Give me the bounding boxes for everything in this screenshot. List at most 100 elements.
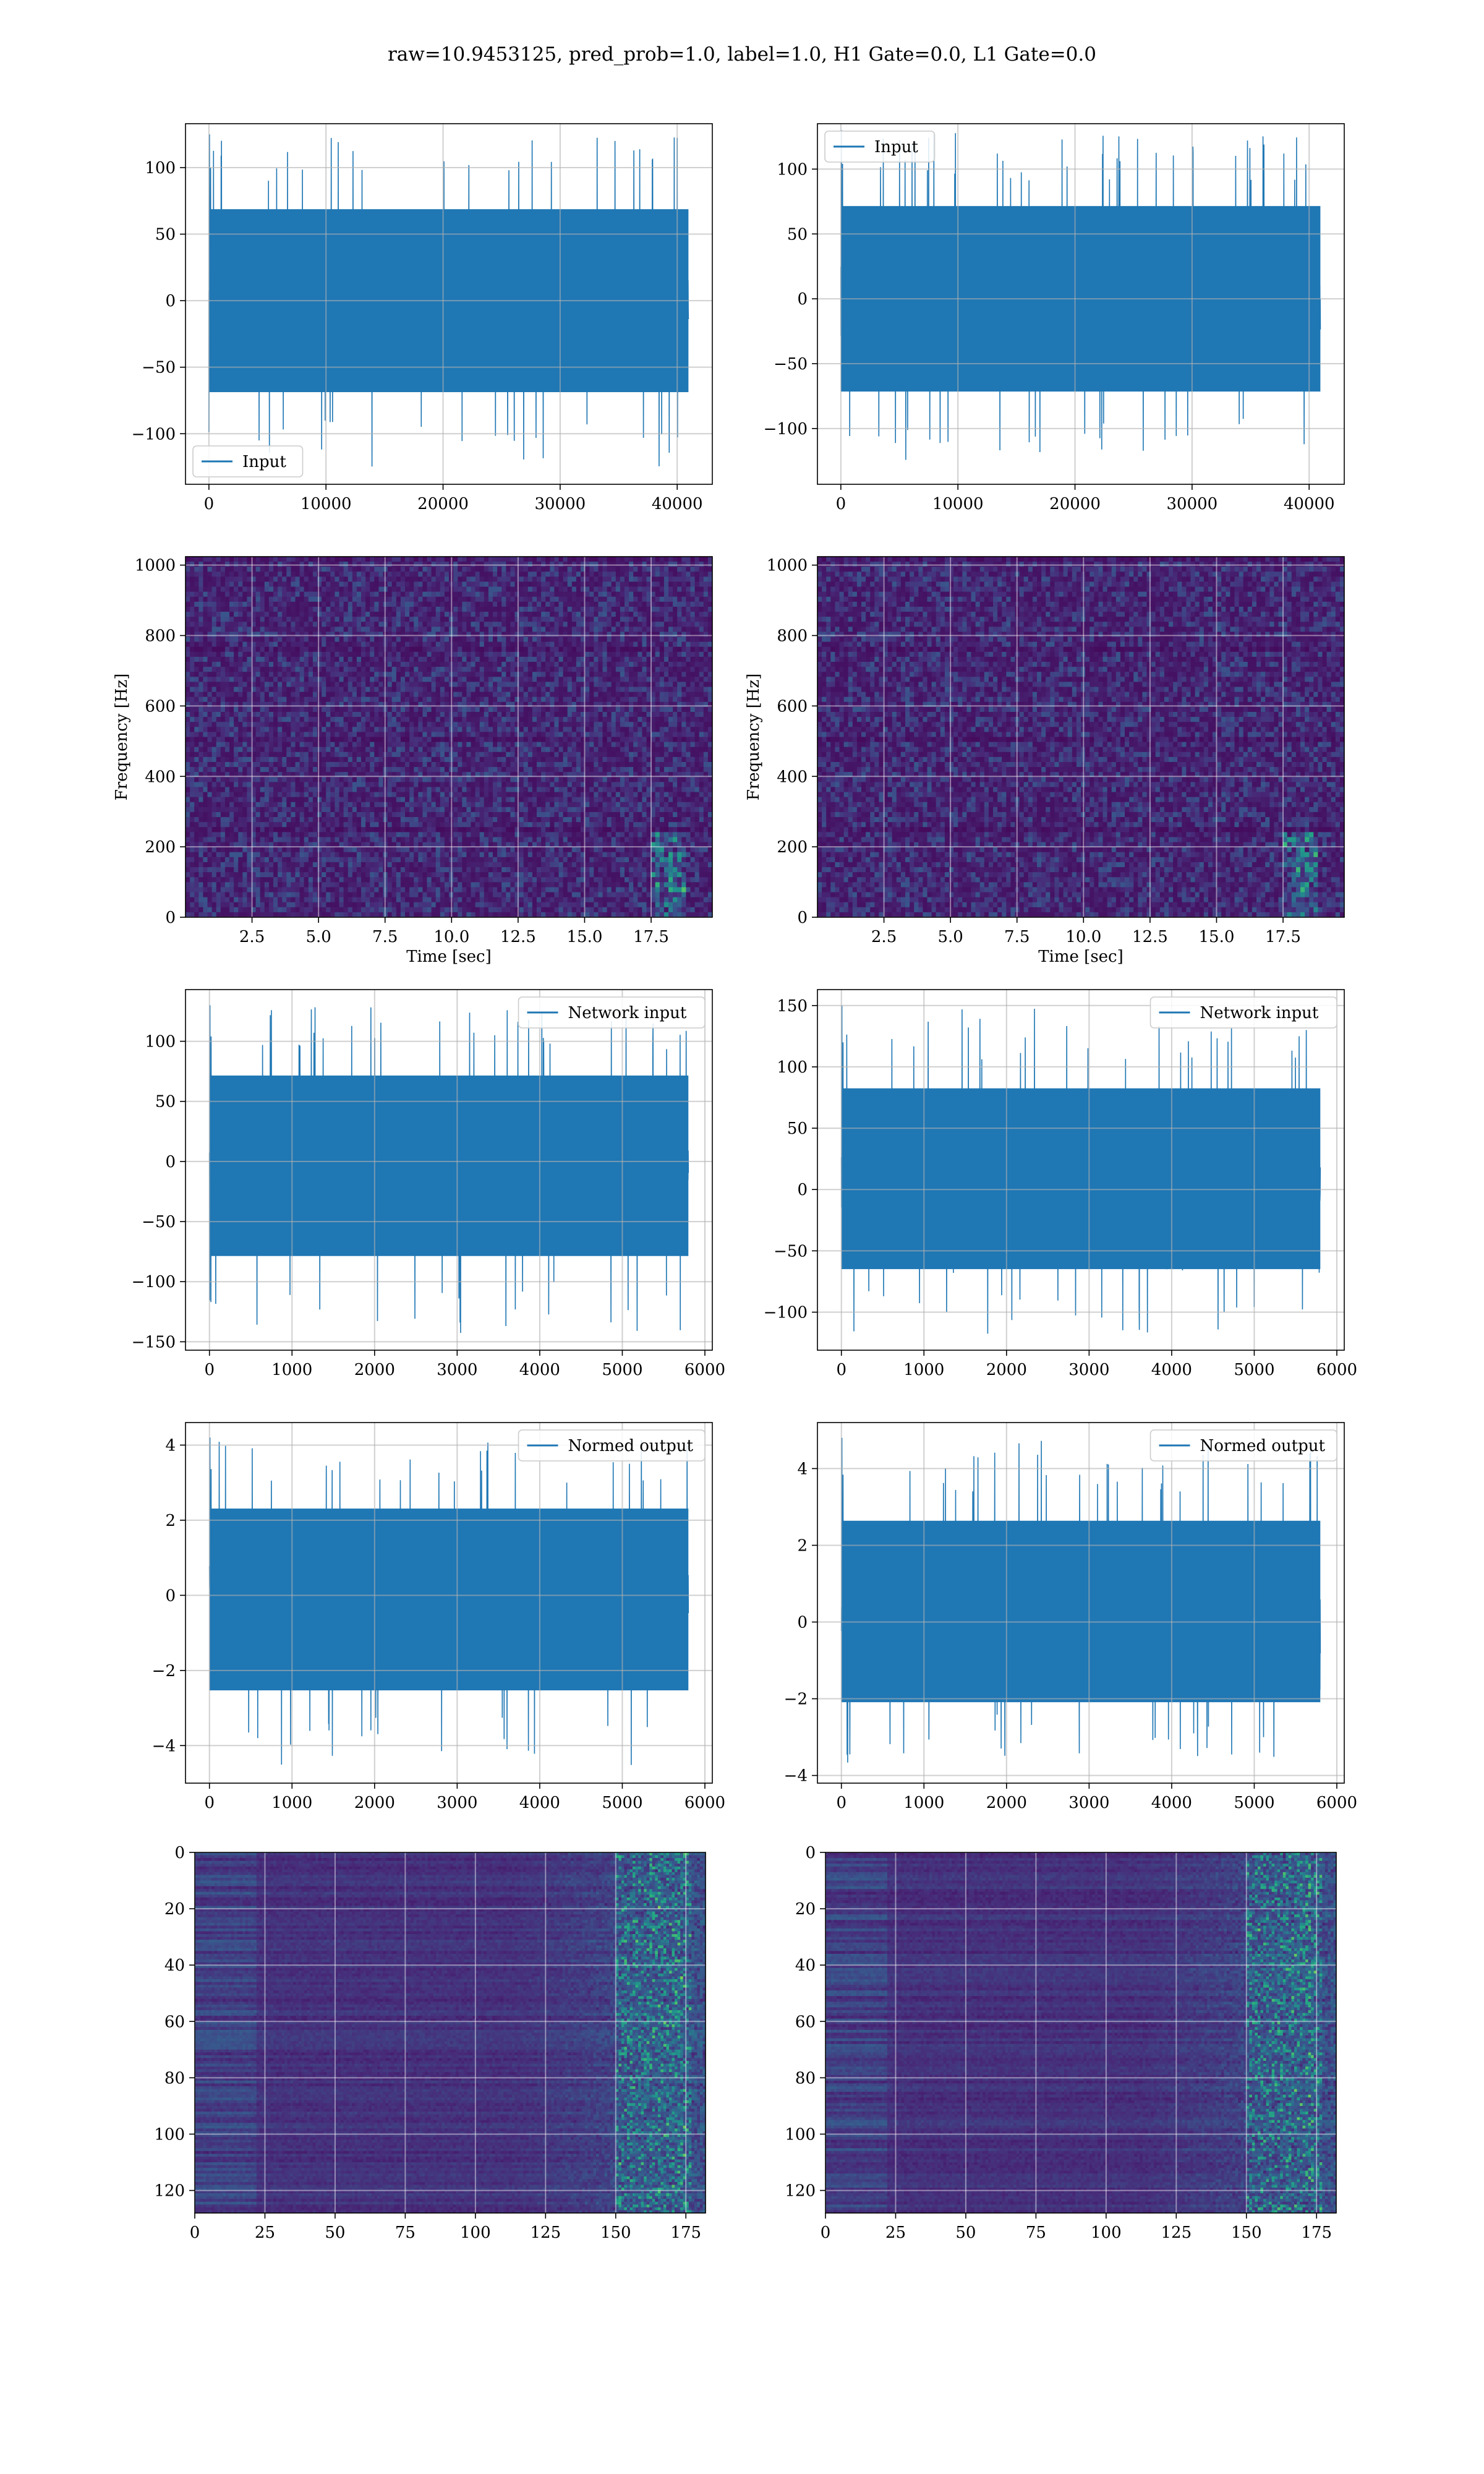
x-tick-label: 75 — [1026, 2224, 1046, 2242]
x-tick-label: 10000 — [932, 495, 984, 513]
y-tick-label: −50 — [774, 355, 808, 374]
heatmap-h1-feature-map — [195, 1852, 706, 2214]
x-tick-label: 0 — [836, 495, 846, 513]
y-tick-label: 40 — [164, 1956, 185, 1975]
x-tick-label: 12.5 — [500, 928, 536, 946]
y-tick-label: 100 — [145, 159, 176, 178]
legend: Input — [825, 131, 935, 162]
legend: Normed output — [1151, 1430, 1337, 1461]
y-tick-label: −150 — [132, 1333, 176, 1351]
x-tick-label: 7.5 — [372, 928, 398, 946]
y-tick-label: 150 — [777, 997, 808, 1016]
x-tick-label: 12.5 — [1132, 928, 1168, 946]
x-tick-label: 175 — [1301, 2224, 1332, 2242]
y-tick-label: 0 — [797, 909, 808, 927]
y-tick-label: 0 — [797, 1181, 808, 1199]
x-tick-label: 4000 — [1151, 1361, 1192, 1379]
y-tick-label: 400 — [777, 768, 808, 786]
heatmap-h1-spectrogram — [186, 557, 713, 918]
legend-label: Network input — [1200, 1004, 1319, 1022]
series-band-h1-network-input — [210, 1076, 689, 1256]
y-tick-label: 0 — [165, 1153, 176, 1171]
x-tick-label: 40000 — [652, 495, 703, 513]
y-tick-label: 0 — [797, 290, 808, 309]
x-tick-label: 75 — [395, 2224, 416, 2242]
x-tick-label: 0 — [836, 1361, 846, 1379]
series-band-l1-normed-output — [842, 1521, 1321, 1702]
y-tick-label: −100 — [132, 1273, 176, 1291]
x-tick-label: 1000 — [271, 1794, 312, 1812]
y-tick-label: −100 — [764, 1304, 808, 1322]
x-tick-label: 100 — [460, 2224, 491, 2242]
series-band-l1-network-input — [842, 1089, 1321, 1269]
x-tick-label: 6000 — [1316, 1794, 1357, 1812]
y-tick-label: 4 — [797, 1460, 808, 1478]
panel-h1-network-input: 0 1000 2000 3000 4000 5000 6000−150−100−500501… — [132, 990, 725, 1379]
x-tick-label: 175 — [670, 2224, 701, 2242]
y-tick-label: 1000 — [767, 557, 808, 575]
x-tick-label: 3000 — [1068, 1361, 1109, 1379]
y-tick-label: 20 — [795, 1900, 816, 1919]
y-tick-label: 50 — [787, 1119, 808, 1138]
x-tick-label: 2000 — [354, 1794, 395, 1812]
y-tick-label: −50 — [142, 1213, 176, 1231]
x-tick-label: 50 — [955, 2224, 976, 2242]
x-tick-label: 150 — [1231, 2224, 1262, 2242]
x-tick-label: 0 — [204, 1794, 215, 1812]
y-tick-label: −50 — [142, 359, 176, 377]
y-tick-label: 0 — [165, 292, 176, 310]
x-tick-label: 2000 — [354, 1361, 395, 1379]
y-tick-label: 100 — [777, 160, 808, 179]
y-tick-label: 20 — [164, 1900, 185, 1919]
y-tick-label: −2 — [784, 1690, 808, 1709]
y-tick-label: 800 — [145, 627, 176, 646]
x-tick-label: 5000 — [602, 1361, 642, 1379]
legend-label: Network input — [568, 1004, 687, 1022]
x-tick-label: 6000 — [1316, 1361, 1357, 1379]
y-tick-label: 100 — [154, 2125, 185, 2144]
x-tick-label: 2.5 — [239, 928, 265, 946]
x-tick-label: 7.5 — [1004, 928, 1030, 946]
series-band-h1-normed-output — [210, 1509, 689, 1690]
panel-l1-spectrogram: 2.5 5.0 7.5 10.0 12.5 15.0 17.5020040060080010… — [744, 557, 1345, 966]
x-tick-label: 15.0 — [567, 928, 603, 946]
y-tick-label: −4 — [152, 1737, 176, 1755]
x-tick-label: 6000 — [684, 1794, 725, 1812]
x-tick-label: 25 — [255, 2224, 275, 2242]
x-axis-label: Time [sec] — [406, 948, 492, 966]
x-tick-label: 2000 — [986, 1794, 1027, 1812]
x-tick-label: 150 — [600, 2224, 631, 2242]
x-tick-label: 5.0 — [305, 928, 331, 946]
x-tick-label: 4000 — [519, 1361, 560, 1379]
legend: Network input — [1151, 997, 1337, 1028]
legend-label: Normed output — [568, 1437, 694, 1455]
y-tick-label: 60 — [164, 2013, 185, 2031]
x-tick-label: 1000 — [903, 1794, 944, 1812]
x-tick-label: 6000 — [684, 1361, 725, 1379]
x-tick-label: 30000 — [535, 495, 586, 513]
x-tick-label: 10.0 — [433, 928, 469, 946]
x-tick-label: 3000 — [437, 1361, 477, 1379]
y-tick-label: −4 — [784, 1767, 808, 1786]
x-tick-label: 3000 — [437, 1794, 477, 1812]
x-tick-label: 17.5 — [633, 928, 669, 946]
x-tick-label: 0 — [204, 1361, 215, 1379]
x-tick-label: 10000 — [301, 495, 352, 513]
x-tick-label: 0 — [204, 495, 215, 513]
y-tick-label: 120 — [785, 2182, 816, 2201]
x-tick-label: 50 — [325, 2224, 345, 2242]
y-tick-label: −50 — [774, 1242, 808, 1261]
y-axis-label: Frequency [Hz] — [113, 674, 131, 801]
x-tick-label: 17.5 — [1265, 928, 1301, 946]
y-tick-label: 200 — [777, 838, 808, 857]
x-tick-label: 1000 — [903, 1361, 944, 1379]
y-tick-label: 50 — [787, 225, 808, 244]
y-tick-label: 120 — [154, 2182, 185, 2201]
y-tick-label: 100 — [777, 1058, 808, 1077]
